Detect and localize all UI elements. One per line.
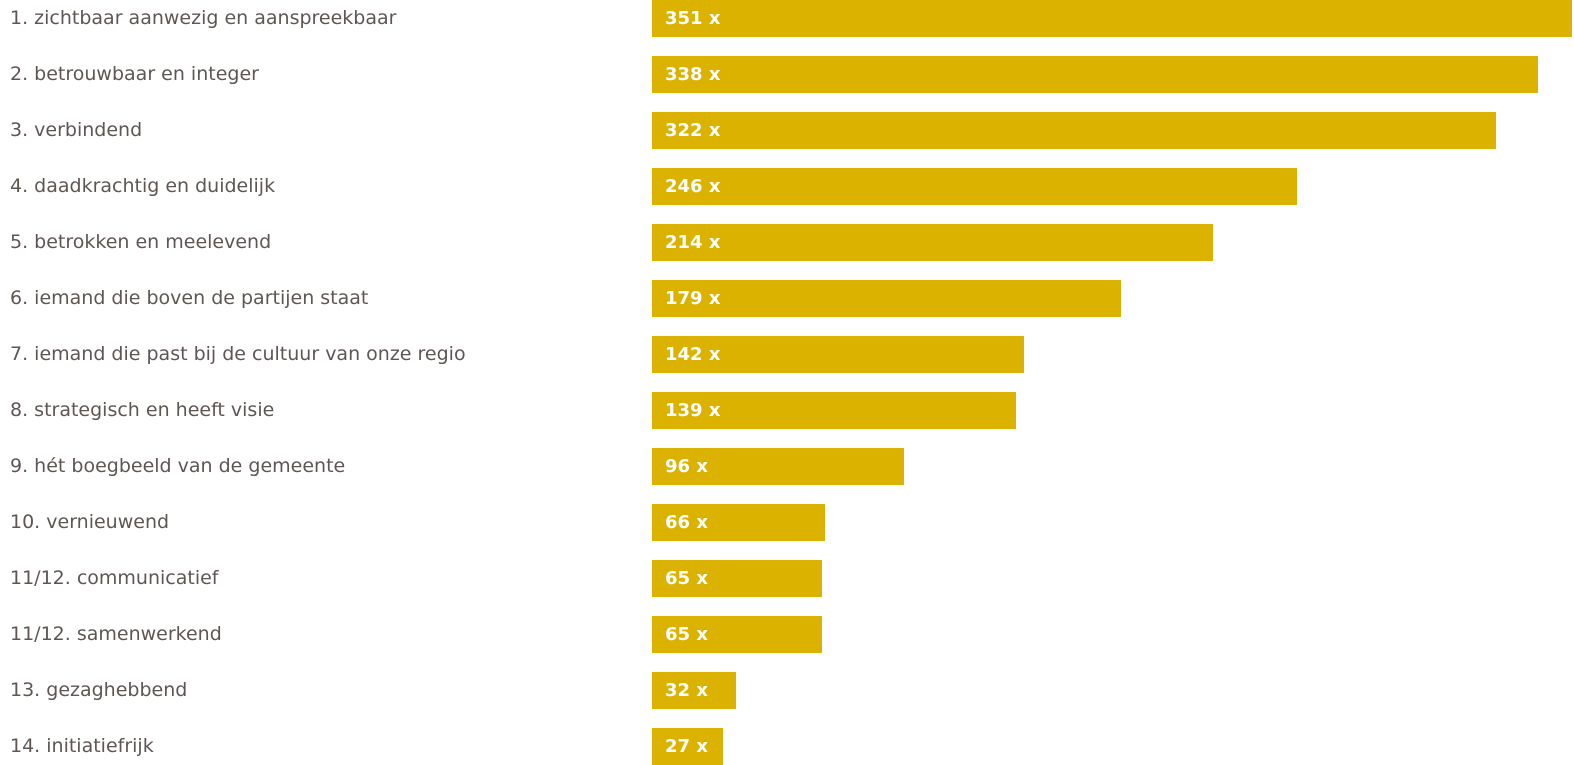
bar-row: 14. initiatiefrijk 27 x: [0, 728, 1574, 765]
bar-value-label: 179 x: [665, 288, 721, 309]
category-label: 7. iemand die past bij de cultuur van on…: [10, 343, 466, 365]
bar-value-label: 65 x: [665, 568, 708, 589]
bar: [652, 168, 1297, 205]
bar-row: 6. iemand die boven de partijen staat 179…: [0, 280, 1574, 317]
bar-row: 5. betrokken en meelevend 214 x: [0, 224, 1574, 261]
bar-value-label: 139 x: [665, 400, 721, 421]
category-label: 14. initiatiefrijk: [10, 735, 154, 757]
bar: [652, 224, 1213, 261]
category-label: 3. verbindend: [10, 119, 143, 141]
category-label: 13. gezaghebbend: [10, 679, 188, 701]
bar-value-label: 32 x: [665, 680, 708, 701]
bar-value-label: 214 x: [665, 232, 721, 253]
bar-value-label: 66 x: [665, 512, 708, 533]
bar: [652, 280, 1121, 317]
bar: [652, 56, 1538, 93]
bar: [652, 616, 822, 653]
bar-value-label: 142 x: [665, 344, 721, 365]
bar-row: 9. hét boegbeeld van de gemeente 96 x: [0, 448, 1574, 485]
bar-row: 10. vernieuwend 66 x: [0, 504, 1574, 541]
category-label: 11/12. communicatief: [10, 567, 219, 589]
bar: [652, 0, 1572, 37]
bar-value-label: 246 x: [665, 176, 721, 197]
category-label: 1. zichtbaar aanwezig en aanspreekbaar: [10, 7, 397, 29]
bar-value-label: 65 x: [665, 624, 708, 645]
bar-value-label: 351 x: [665, 8, 721, 29]
bar-row: 11/12. samenwerkend 65 x: [0, 616, 1574, 653]
category-label: 4. daadkrachtig en duidelijk: [10, 175, 276, 197]
bar-row: 4. daadkrachtig en duidelijk 246 x: [0, 168, 1574, 205]
category-label: 8. strategisch en heeft visie: [10, 399, 275, 421]
category-label: 2. betrouwbaar en integer: [10, 63, 259, 85]
category-label: 10. vernieuwend: [10, 511, 170, 533]
bar-row: 7. iemand die past bij de cultuur van on…: [0, 336, 1574, 373]
bar-value-label: 322 x: [665, 120, 721, 141]
category-label: 5. betrokken en meelevend: [10, 231, 272, 253]
bar: [652, 560, 822, 597]
bar: [652, 448, 904, 485]
bar: [652, 672, 736, 709]
category-label: 9. hét boegbeeld van de gemeente: [10, 455, 346, 477]
bar: [652, 728, 723, 765]
bar-row: 13. gezaghebbend 32 x: [0, 672, 1574, 709]
bar: [652, 504, 825, 541]
bar-value-label: 96 x: [665, 456, 708, 477]
bar-row: 8. strategisch en heeft visie 139 x: [0, 392, 1574, 429]
bar-row: 3. verbindend 322 x: [0, 112, 1574, 149]
category-label: 11/12. samenwerkend: [10, 623, 222, 645]
bar: [652, 336, 1024, 373]
bar-row: 2. betrouwbaar en integer 338 x: [0, 56, 1574, 93]
bar-value-label: 338 x: [665, 64, 721, 85]
bar-row: 11/12. communicatief 65 x: [0, 560, 1574, 597]
category-label: 6. iemand die boven de partijen staat: [10, 287, 369, 309]
bar-row: 1. zichtbaar aanwezig en aanspreekbaar 35…: [0, 0, 1574, 37]
bar: [652, 392, 1016, 429]
bar: [652, 112, 1496, 149]
bar-value-label: 27 x: [665, 736, 708, 757]
